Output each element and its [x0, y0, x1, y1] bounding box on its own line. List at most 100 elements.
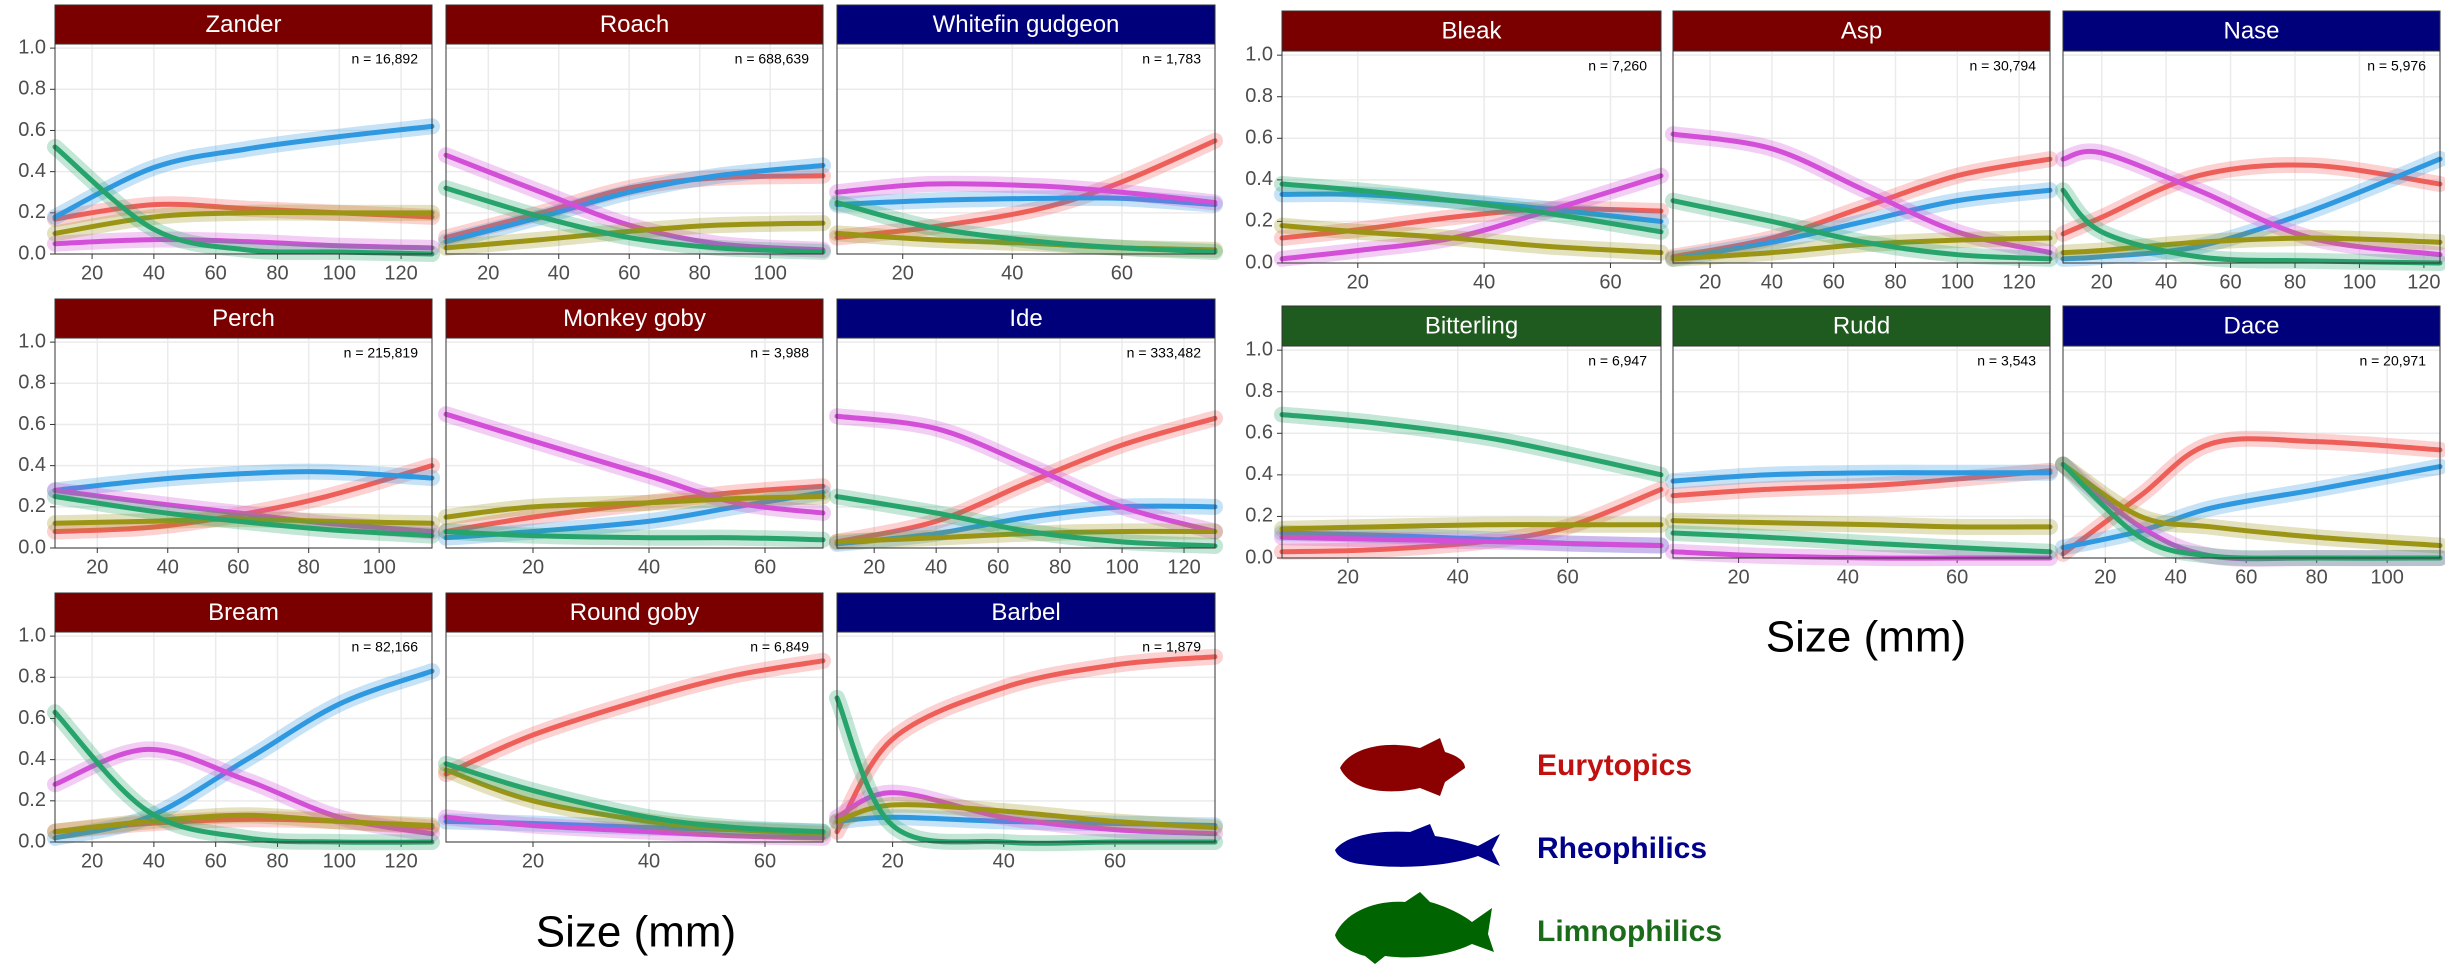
- x-tick-label: 100: [323, 850, 356, 872]
- legend-label: Rheophilics: [1537, 832, 1707, 865]
- panel: Zander0.00.20.40.60.81.020406080100120n …: [18, 5, 432, 284]
- y-tick-label: 0.8: [18, 78, 46, 100]
- panel: Bream0.00.20.40.60.81.020406080100120n =…: [18, 593, 432, 872]
- y-tick-label: 1.0: [1245, 43, 1273, 65]
- x-tick-label: 60: [1599, 271, 1621, 293]
- x-tick-label: 60: [618, 262, 640, 284]
- strip-title: Round goby: [570, 599, 699, 626]
- strip-title: Zander: [205, 11, 281, 38]
- x-tick-label: 60: [205, 262, 227, 284]
- x-tick-label: 60: [1823, 271, 1845, 293]
- sample-size: n = 20,971: [2359, 353, 2426, 369]
- sample-size: n = 6,849: [750, 639, 809, 655]
- x-tick-label: 40: [638, 850, 660, 872]
- sample-size: n = 688,639: [735, 51, 810, 67]
- y-tick-label: 0.6: [1245, 422, 1273, 444]
- y-tick-label: 1.0: [18, 36, 46, 58]
- x-tick-label: 100: [1941, 271, 1974, 293]
- y-tick-label: 0.4: [18, 160, 46, 182]
- x-tick-label: 20: [2094, 566, 2116, 588]
- sample-size: n = 7,260: [1588, 58, 1647, 74]
- x-tick-label: 20: [1727, 566, 1749, 588]
- x-axis-title: Size (mm): [1766, 613, 1966, 662]
- strip-title: Monkey goby: [563, 305, 706, 332]
- sample-size: n = 16,892: [351, 51, 418, 67]
- sample-size: n = 333,482: [1127, 345, 1202, 361]
- y-tick-label: 0.4: [18, 748, 46, 770]
- panel: Roach20406080100n = 688,639: [446, 5, 823, 284]
- x-tick-label: 20: [881, 850, 903, 872]
- x-tick-label: 60: [1556, 566, 1578, 588]
- fish-icon: [1340, 738, 1465, 796]
- strip-title: Dace: [2223, 312, 2279, 339]
- x-tick-label: 120: [2407, 271, 2440, 293]
- x-tick-label: 20: [81, 850, 103, 872]
- strip-title: Rudd: [1833, 312, 1890, 339]
- panel: Rudd 20 40 60 n = 3,543: [1673, 306, 2050, 588]
- x-tick-label: 120: [1167, 556, 1200, 578]
- panel: Round goby204060n = 6,849: [446, 593, 823, 872]
- panel: Whitefin gudgeon204060n = 1,783: [837, 5, 1215, 284]
- x-tick-label: 40: [1447, 566, 1469, 588]
- x-tick-label: 80: [1884, 271, 1906, 293]
- sample-size: n = 5,976: [2367, 58, 2426, 74]
- x-tick-label: 40: [1473, 271, 1495, 293]
- panel: Perch0.00.20.40.60.81.020406080100n = 21…: [18, 299, 432, 578]
- x-tick-label: 60: [1111, 262, 1133, 284]
- strip-title: Bleak: [1441, 17, 1502, 44]
- x-tick-label: 40: [143, 850, 165, 872]
- x-tick-label: 20: [86, 556, 108, 578]
- legend-label: Eurytopics: [1537, 749, 1692, 782]
- y-tick-label: 0.8: [1245, 380, 1273, 402]
- sample-size: n = 215,819: [344, 345, 419, 361]
- panel: Bitterling0.00.20.40.60.81.0204060n = 6,…: [1245, 306, 1661, 588]
- x-tick-label: 60: [1946, 566, 1968, 588]
- y-tick-label: 0.0: [18, 242, 46, 264]
- x-tick-label: 40: [1837, 566, 1859, 588]
- x-tick-label: 120: [384, 262, 417, 284]
- strip-title: Whitefin gudgeon: [933, 11, 1120, 38]
- y-tick-label: 0.0: [18, 536, 46, 558]
- x-tick-label: 20: [1347, 271, 1369, 293]
- y-tick-label: 0.0: [1245, 251, 1273, 273]
- x-tick-label: 80: [266, 850, 288, 872]
- x-axis-title: Size (mm): [536, 908, 736, 957]
- x-tick-label: 40: [638, 556, 660, 578]
- x-tick-label: 60: [987, 556, 1009, 578]
- strip-title: Barbel: [991, 599, 1060, 626]
- x-tick-label: 20: [2091, 271, 2113, 293]
- panel: Nase20406080100120n = 5,976: [2063, 11, 2441, 293]
- x-tick-label: 80: [2284, 271, 2306, 293]
- x-tick-label: 80: [2306, 566, 2328, 588]
- y-tick-label: 0.2: [18, 495, 46, 517]
- x-tick-label: 80: [689, 262, 711, 284]
- fish-icon: [1335, 824, 1500, 867]
- panel: Barbel204060n = 1,879: [837, 593, 1215, 872]
- y-tick-label: 0.4: [1245, 168, 1273, 190]
- x-tick-label: 40: [2155, 271, 2177, 293]
- x-tick-label: 60: [227, 556, 249, 578]
- y-tick-label: 0.4: [18, 454, 46, 476]
- x-tick-label: 60: [754, 850, 776, 872]
- y-tick-label: 0.0: [18, 830, 46, 852]
- strip-title: Ide: [1009, 305, 1042, 332]
- page: {"chart_data": [ {"type": "line", "title…: [0, 0, 2445, 964]
- x-tick-label: 40: [548, 262, 570, 284]
- y-tick-label: 1.0: [18, 330, 46, 352]
- x-tick-label: 20: [477, 262, 499, 284]
- x-tick-label: 100: [362, 556, 395, 578]
- y-tick-label: 0.6: [18, 119, 46, 141]
- legend-label: Limnophilics: [1537, 915, 1722, 948]
- x-tick-label: 40: [993, 850, 1015, 872]
- x-tick-label: 60: [2235, 566, 2257, 588]
- fish-icon: [1335, 892, 1494, 964]
- y-tick-label: 1.0: [1245, 338, 1273, 360]
- strip-title: Bitterling: [1425, 312, 1518, 339]
- sample-size: n = 3,543: [1977, 353, 2036, 369]
- x-tick-label: 60: [205, 850, 227, 872]
- x-tick-label: 20: [81, 262, 103, 284]
- y-tick-label: 0.2: [1245, 210, 1273, 232]
- sample-size: n = 30,794: [1969, 58, 2036, 74]
- y-tick-label: 0.8: [18, 666, 46, 688]
